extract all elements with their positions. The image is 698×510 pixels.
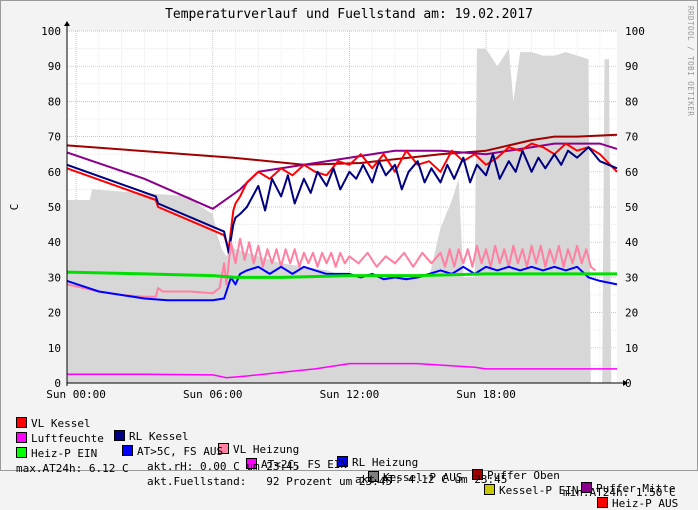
series-line-puffer-mitte (66, 142, 618, 210)
y-tick-label-left: 70 (48, 131, 61, 144)
y-tick-label-right: 10 (625, 342, 638, 355)
legend-label: Heiz-P EIN (31, 447, 98, 460)
info-min-at24h: min.AT24h: 1.50 C (563, 486, 676, 499)
y-tick-label-right: 60 (625, 166, 638, 179)
legend-item-at-lt-2c: AT<2C, FS EIN (246, 458, 347, 471)
y-tick-label-left: 0 (54, 377, 61, 390)
y-tick-label-right: 20 (625, 307, 638, 320)
rrdtool-credit: RRDTOOL / TOBI OETIKER (686, 6, 695, 117)
chart-title: Temperaturverlauf und Fuellstand am: 19.… (165, 7, 533, 22)
legend-item-rl-kessel: RL Kessel (114, 430, 189, 443)
y-tick-label-right: 80 (625, 95, 638, 108)
info-max-at24h: max.AT24h: 6.12 C (16, 462, 129, 475)
series-line-luftfeuchte (67, 362, 617, 379)
y-axis-arrow (64, 21, 70, 26)
legend-label: RL Heizung (352, 456, 419, 469)
y-axis-label: C (8, 204, 21, 211)
y-tick-label-left: 40 (48, 236, 61, 249)
legend-swatch (16, 432, 27, 443)
y-tick-label-left: 60 (48, 166, 61, 179)
legend-row-4: max.AT24h: 6.12 C akt.Fuellstand: 92 Pro… (0, 449, 392, 488)
legend-item-luftfeuchte: Luftfeuchte (16, 432, 104, 445)
legend-label: AT<2C, FS EIN (261, 458, 348, 471)
series-line-heiz-p-ein (66, 270, 617, 279)
y-tick-label-right: 30 (625, 271, 638, 284)
legend-item-vl-heizung: VL Heizung (218, 443, 299, 456)
series-line-vl-kessel (66, 142, 618, 251)
x-tick-label: Sun 18:00 (456, 388, 516, 401)
series-line-vl-heizung (66, 237, 597, 298)
legend-label: Luftfeuchte (31, 432, 104, 445)
y-tick-label-left: 90 (48, 60, 61, 73)
legend-swatch (122, 445, 133, 456)
legend-label: RL Kessel (129, 430, 189, 443)
y-tick-label-right: 70 (625, 131, 638, 144)
y-tick-label-left: 50 (48, 201, 61, 214)
y-tick-label-right: 50 (625, 201, 638, 214)
x-tick-label: Sun 12:00 (320, 388, 380, 401)
info-akt-rh: akt.rH: 0.00 C um 23:45 (147, 460, 300, 473)
y-tick-label-left: 10 (48, 342, 61, 355)
y-tick-label-left: 30 (48, 271, 61, 284)
y-tick-label-left: 100 (41, 25, 61, 38)
legend-item-at-gt-5c: AT>5C, FS AUS (122, 445, 223, 458)
y-tick-label-left: 20 (48, 307, 61, 320)
x-axis-arrow (623, 380, 628, 386)
legend-label: VL Heizung (233, 443, 300, 456)
legend-item-vl-kessel: VL Kessel (16, 417, 91, 430)
legend-label: VL Kessel (31, 417, 91, 430)
info-akt-fuellstand: akt.Fuellstand: 92 Prozent um 23:45 (147, 475, 393, 488)
y-tick-label-right: 0 (625, 377, 632, 390)
x-tick-label: Sun 06:00 (183, 388, 243, 401)
legend-swatch (218, 443, 229, 454)
legend-swatch (337, 456, 348, 467)
legend-swatch (16, 447, 27, 458)
y-tick-label-right: 90 (625, 60, 638, 73)
series-line-rl-kessel (66, 146, 618, 254)
y-tick-label-right: 40 (625, 236, 638, 249)
legend-swatch (16, 417, 27, 428)
legend-swatch (246, 458, 257, 469)
chart-canvas: 0 0 10 10 20 20 30 30 40 40 50 50 60 60 70 70 80 80 90 90 10… (8, 21, 645, 401)
legend-item-heiz-p-ein: Heiz-P EIN (16, 447, 97, 460)
legend-label: AT>5C, FS AUS (137, 445, 224, 458)
y-tick-label-left: 80 (48, 95, 61, 108)
legend-item-rl-heizung: RL Heizung (337, 456, 418, 469)
x-tick-label: Sun 00:00 (46, 388, 106, 401)
y-tick-label-right: 100 (625, 25, 645, 38)
legend-swatch (114, 430, 125, 441)
